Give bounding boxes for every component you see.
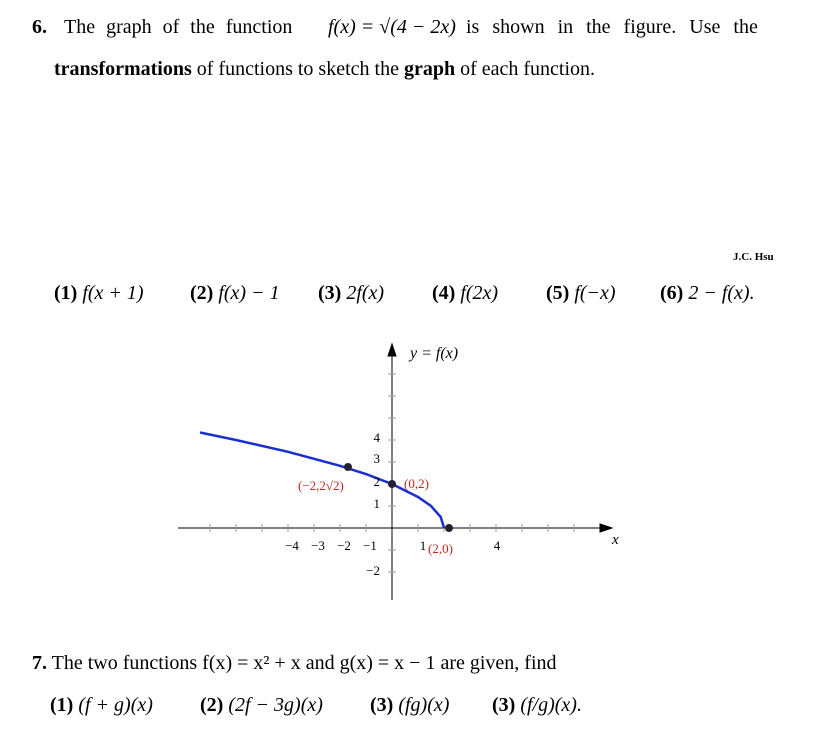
point [445,524,453,532]
item-label: (1) [50,694,74,716]
axes [178,342,614,600]
item-expr: f(x + 1) [82,282,144,304]
item-label: (3) [370,694,394,716]
item-label: (3) [318,282,342,304]
point-label: (−2,2√2) [298,478,344,493]
x-axis-label: x [611,532,619,548]
item-expr: (f + g)(x) [78,694,153,716]
y-tick-label: −2 [366,563,380,578]
text: The graph of the function [64,16,293,38]
item: (2) (2f − 3g)(x) [200,694,323,717]
item-expr: (2f − 3g)(x) [228,694,323,716]
item-label: (4) [432,282,456,304]
item-expr: (f/g)(x). [520,694,582,716]
text: The two functions f(x) = x² + x and g(x)… [51,652,557,674]
text: is shown in the figure. Use the [466,16,758,38]
item: (5) f(−x) [546,282,616,305]
text: of each function. [455,58,596,80]
item-expr: f(−x) [574,282,616,304]
item-label: (3) [492,694,516,716]
x-tick-label: 4 [494,538,501,553]
item: (3) (f/g)(x). [492,694,582,717]
function-curve [199,431,446,529]
point [388,480,396,488]
y-tick-label: 2 [374,474,381,489]
item-label: (6) [660,282,684,304]
item: (3) 2f(x) [318,282,384,305]
item: (1) f(x + 1) [54,282,144,305]
y-tick-label: 1 [374,496,381,511]
point-label: (0,2) [404,476,429,491]
x-tick-label: −4 [285,538,299,553]
item-expr: 2 − f(x). [688,282,755,304]
item-label: (2) [200,694,224,716]
author: J.C. Hsu [733,251,774,263]
formula: f(x) = √(4 − 2x) [328,16,456,38]
y-axis-label: y = f(x) [408,345,458,362]
item-expr: 2f(x) [346,282,385,304]
y-tick-label: 4 [374,430,381,445]
point-label: (2,0) [428,541,453,556]
text: of functions to sketch the [191,58,404,80]
x-tick-label: −1 [363,538,377,553]
x-tick-label: −3 [311,538,325,553]
item: (1) (f + g)(x) [50,694,153,717]
bold-word: graph [403,58,456,80]
item-expr: f(2x) [460,282,499,304]
item: (6) 2 − f(x). [660,282,755,305]
item: (3) (fg)(x) [370,694,449,717]
text-line: transformations of functions to sketch t… [54,58,595,81]
item-label: (5) [546,282,570,304]
item: (2) f(x) − 1 [190,282,280,305]
item-expr: f(x) − 1 [218,282,280,304]
text-line: 7. The two functions f(x) = x² + x and g… [32,652,557,675]
problem-number: 6. [32,16,47,38]
point [344,463,352,471]
y-arrow [387,342,397,357]
x-tick-label: 1 [420,538,427,553]
problem-number: 7. [32,652,47,674]
x-arrow [599,523,614,533]
item-expr: (fg)(x) [398,694,450,716]
item: (4) f(2x) [432,282,498,305]
item-label: (2) [190,282,214,304]
x-tick-label: −2 [337,538,351,553]
bold-word: transformations [54,58,192,80]
item-label: (1) [54,282,78,304]
y-tick-label: 3 [374,451,381,466]
